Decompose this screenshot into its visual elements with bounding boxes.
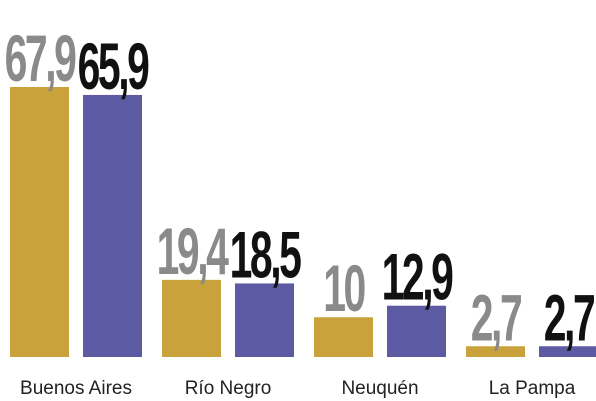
bar [539,346,596,357]
value-label: 67,9 [5,21,76,96]
value-label: 18,5 [230,217,302,292]
x-tick-label: La Pampa [489,378,576,399]
value-label: 12,9 [382,240,453,315]
bar [387,305,446,357]
bar [314,317,373,357]
bar [10,87,69,357]
x-tick-label: Neuquén [341,378,418,399]
value-label: 10 [323,251,365,326]
value-label: 19,4 [157,214,230,289]
x-tick-label: Río Negro [185,378,272,399]
bar [235,283,294,357]
bar [83,94,142,357]
bar [162,279,221,357]
value-label: 2,7 [471,280,522,355]
bar [466,346,525,357]
x-tick-label: Buenos Aires [20,378,132,399]
value-label: 2,7 [544,280,595,355]
value-label: 65,9 [78,29,149,104]
